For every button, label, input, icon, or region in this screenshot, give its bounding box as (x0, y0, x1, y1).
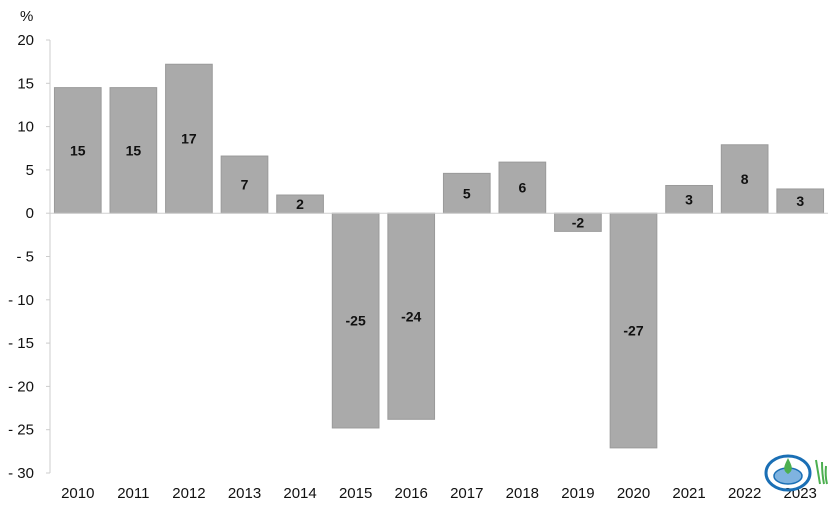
data-label-2013: 7 (241, 177, 249, 193)
data-label-2019: -2 (572, 214, 585, 230)
y-tick-label: 20 (17, 32, 34, 49)
bar-2018 (498, 161, 547, 214)
x-tick-label: 2020 (617, 485, 650, 502)
data-label-2010: 15 (70, 142, 86, 158)
data-label-2022: 8 (741, 171, 749, 187)
y-tick-label: 10 (17, 119, 34, 136)
bar-2022 (720, 144, 769, 214)
logo-icon (764, 454, 828, 492)
x-tick-label: 2012 (172, 485, 205, 502)
x-tick-label: 2017 (450, 485, 483, 502)
bars (53, 63, 825, 449)
y-tick-label: - 5 (16, 249, 34, 266)
x-tick-label: 2018 (506, 485, 539, 502)
y-tick-label: - 30 (8, 465, 34, 482)
x-tick-label: 2010 (61, 485, 94, 502)
data-label-2020: -27 (623, 323, 643, 339)
y-tick-label: 15 (17, 75, 34, 92)
bar-2012 (165, 63, 213, 214)
bar-2010 (53, 87, 102, 214)
bar-2015 (331, 212, 380, 429)
data-label-2015: -25 (346, 313, 366, 329)
data-label-2018: 6 (518, 180, 526, 196)
x-tick-label: 2021 (672, 485, 705, 502)
y-tick-label: 5 (26, 162, 34, 179)
data-label-2012: 17 (181, 131, 197, 147)
data-label-2023: 3 (796, 193, 804, 209)
watermark-logo (760, 450, 832, 500)
y-tick-label: - 10 (8, 292, 34, 309)
y-tick-label: - 15 (8, 335, 34, 352)
y-unit-label: % (20, 8, 33, 25)
y-axis: 20 15 10 5 0 - 5 - 10 - 15 - 20 - 25 - 30 (8, 32, 51, 482)
y-tick-label: - 25 (8, 422, 34, 439)
x-tick-label: 2022 (728, 485, 761, 502)
x-tick-label: 2013 (228, 485, 261, 502)
data-label-2016: -24 (401, 308, 421, 324)
x-tick-label: 2014 (283, 485, 316, 502)
bar-2011 (109, 87, 158, 214)
x-axis: 2010 2011 2012 2013 2014 2015 2016 2017 2018 2019… (50, 212, 828, 502)
bar-2023 (776, 188, 825, 214)
data-label-2011: 15 (126, 142, 142, 158)
y-tick-label: - 20 (8, 378, 34, 395)
y-tick-label: 0 (26, 205, 34, 222)
x-tick-label: 2019 (561, 485, 594, 502)
x-tick-label: 2016 (395, 485, 428, 502)
data-label-2014: 2 (296, 196, 304, 212)
data-labels: 15 15 17 7 2 -25 -24 5 6 -2 -27 3 8 3 (70, 131, 804, 339)
bar-2016 (387, 212, 436, 420)
bar-2020 (609, 212, 658, 449)
bar-2013 (220, 155, 269, 214)
x-tick-label: 2015 (339, 485, 372, 502)
data-label-2021: 3 (685, 191, 693, 207)
bar-2021 (665, 184, 713, 214)
x-tick-label: 2011 (117, 485, 149, 502)
data-label-2017: 5 (463, 185, 471, 201)
